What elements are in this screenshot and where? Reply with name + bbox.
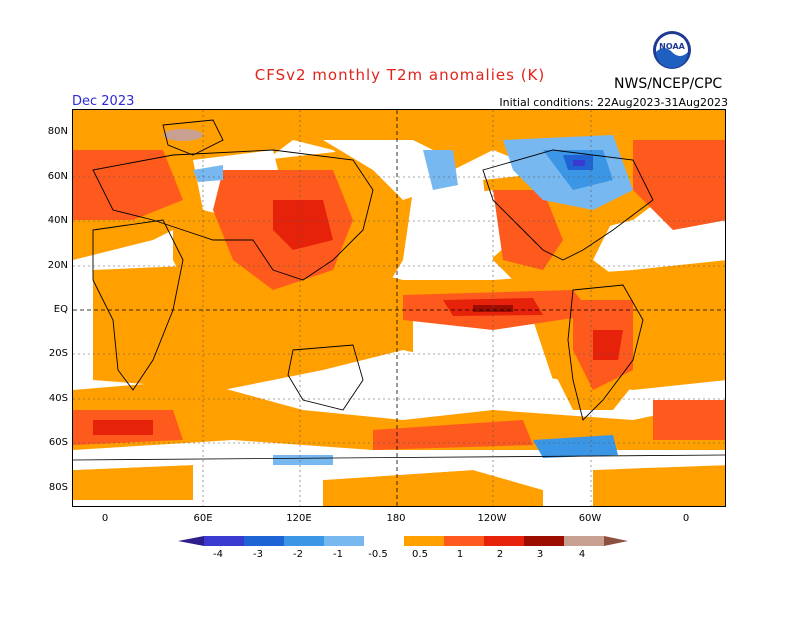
- colorbar-neutral: [364, 536, 404, 546]
- lat-label-80s: 80S: [48, 482, 68, 493]
- lat-label-20n: 20N: [47, 260, 68, 271]
- anomaly-blue-south-atlantic: [533, 435, 618, 458]
- colorbar-label-m2: -2: [293, 549, 303, 560]
- agency-label: NWS/NCEP/CPC: [614, 76, 723, 92]
- colorbar-4-3: [204, 536, 244, 546]
- logo-text: NOAA: [659, 42, 685, 51]
- colorbar-label-p2: 2: [496, 549, 504, 560]
- anomaly-red-southern-ocean-2: [373, 420, 533, 450]
- lat-label-40s: 40S: [48, 393, 68, 404]
- lat-label-80n: 80N: [47, 126, 68, 137]
- anomaly-red-europe: [73, 150, 183, 220]
- lon-label-60w: 60W: [578, 513, 602, 524]
- lat-label-40n: 40N: [47, 215, 68, 226]
- colorbar-3-2: [244, 536, 284, 546]
- coastline-australia: [287, 344, 364, 411]
- colorbar-label-m05: -0.5: [368, 549, 388, 560]
- anomaly-blue-alaska: [423, 150, 458, 190]
- colorbar-2-3: [484, 536, 524, 546]
- lon-label-0-east: 0: [682, 513, 690, 524]
- main-gridlines: [73, 110, 725, 506]
- lat-label-60s: 60S: [48, 437, 68, 448]
- anomaly-blue-antarctic: [273, 455, 333, 465]
- coastline-europe-asia: [92, 149, 374, 281]
- colorbar-label-m4: -4: [213, 549, 223, 560]
- anomaly-orange-antarctic: [73, 465, 193, 500]
- coastline-antarctica: [73, 454, 725, 461]
- lat-label-20s: 20S: [48, 348, 68, 359]
- forecast-month: Dec 2023: [72, 94, 135, 109]
- lon-label-120w: 120W: [477, 513, 507, 524]
- colorbar-3-4: [524, 536, 564, 546]
- coastlines: [73, 119, 725, 461]
- lon-label-60e: 60E: [193, 513, 213, 524]
- anomaly-red-atlantic: [633, 140, 725, 230]
- lon-label-120e: 120E: [286, 513, 312, 524]
- colorbar-1-05: [324, 536, 364, 546]
- gridlines: [73, 110, 725, 506]
- colorbar-05-1: [404, 536, 444, 546]
- anomaly-red-southern-ocean-3: [653, 400, 725, 440]
- anomaly-shading: [73, 110, 725, 506]
- anomaly-map: [72, 109, 726, 507]
- colorbar-label-p4: 4: [578, 549, 586, 560]
- chart-title: CFSv2 monthly T2m anomalies (K): [254, 66, 546, 84]
- coastline-north-america: [482, 149, 654, 261]
- anomaly-darkred-south-america: [593, 330, 623, 360]
- anomaly-neutral-north-pacific: [323, 140, 453, 200]
- lon-label-0: 0: [101, 513, 109, 524]
- anomaly-neutral-southern-ocean: [73, 450, 725, 490]
- noaa-logo: NOAA: [653, 31, 691, 69]
- coastline-greenland: [162, 119, 224, 156]
- colorbar-4-5: [564, 536, 604, 546]
- anomaly-max-greenland: [163, 129, 203, 141]
- anomaly-orange-antarctic-west: [593, 465, 725, 506]
- colorbar: [178, 536, 628, 546]
- colorbar-label-m1: -1: [333, 549, 343, 560]
- colorbar-label-p05: 0.5: [412, 549, 428, 560]
- lat-label-eq: EQ: [53, 304, 68, 315]
- anomaly-map-svg: [73, 110, 725, 506]
- lat-label-60n: 60N: [47, 171, 68, 182]
- anomaly-blue-siberia: [193, 165, 223, 182]
- anomaly-neutral-south-pacific: [413, 310, 553, 400]
- initial-conditions: Initial conditions: 22Aug2023-31Aug2023: [499, 96, 728, 109]
- anomaly-darkred-southern: [93, 420, 153, 435]
- colorbar-lt-4: [178, 536, 204, 546]
- coastline-south-america: [567, 284, 644, 421]
- colorbar-label-p1: 1: [456, 549, 464, 560]
- colorbar-gt-4: [604, 536, 628, 546]
- anomaly-darkred-asia: [273, 200, 333, 250]
- colorbar-1-2: [444, 536, 484, 546]
- anomaly-blue-hudson-center: [573, 160, 585, 166]
- colorbar-2-1: [284, 536, 324, 546]
- lon-label-180: 180: [386, 513, 406, 524]
- coastline-africa: [92, 219, 184, 391]
- anomaly-neutral-pacific: [423, 190, 513, 275]
- anomaly-orange-antarctic-east: [323, 470, 543, 506]
- colorbar-label-m3: -3: [253, 549, 263, 560]
- anomaly-red-north-america: [493, 190, 563, 270]
- colorbar-label-p3: 3: [536, 549, 544, 560]
